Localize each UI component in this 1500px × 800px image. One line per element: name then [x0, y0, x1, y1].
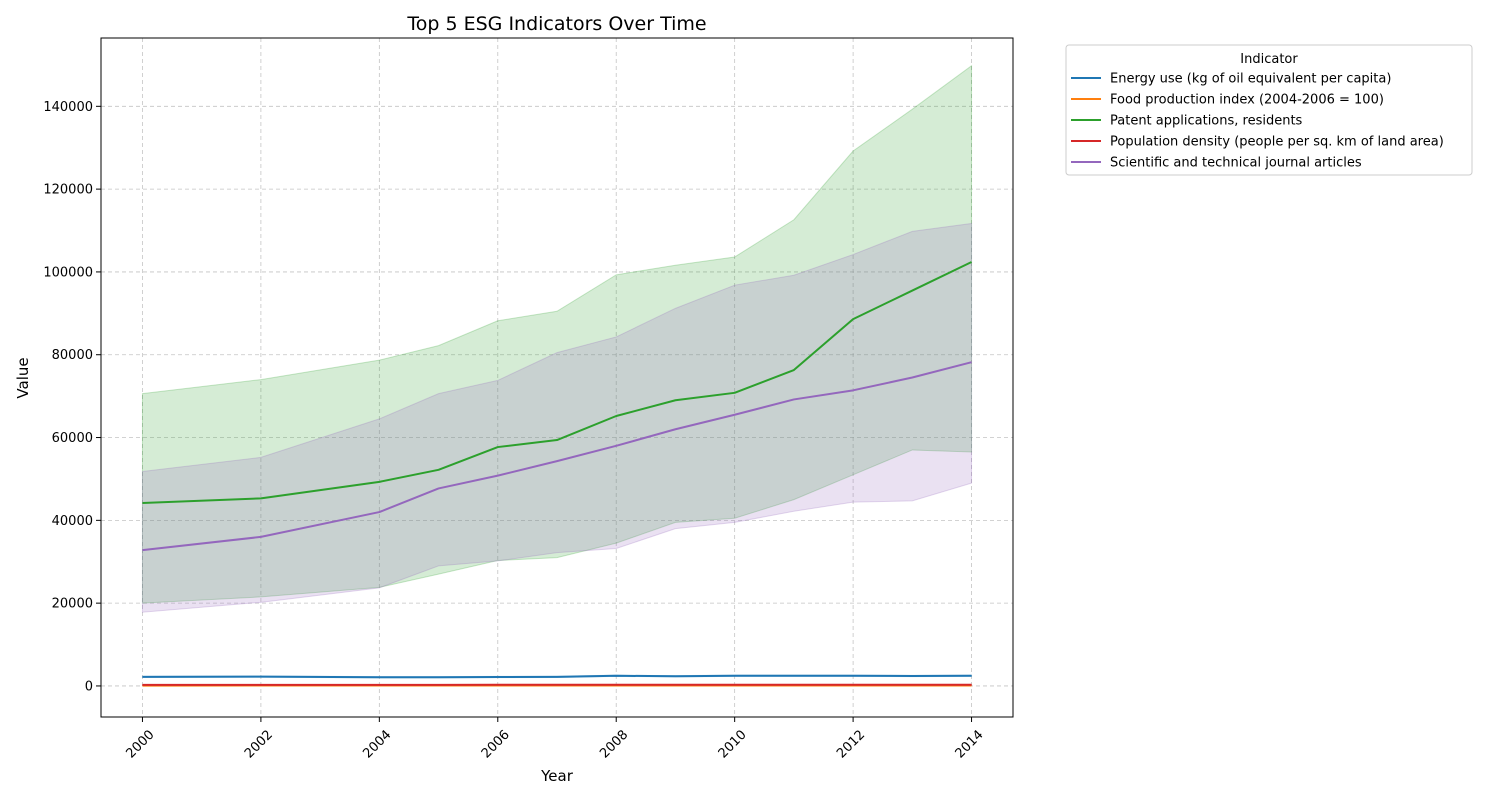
x-axis-ticks: 2000 2002 2004 2006 2008 2010 2012 2014	[123, 717, 987, 761]
series-line	[142, 361, 972, 552]
legend-label: Population density (people per sq. km of…	[1110, 135, 1444, 150]
series-lines	[142, 261, 972, 687]
legend: Indicator Energy use (kg of oil equivale…	[1065, 44, 1473, 176]
y-axis-ticks: 0 20000 40000 60000 80000 100000 120000 140000	[43, 100, 101, 694]
x-tick-label: 2010	[716, 727, 750, 761]
legend-label: Energy use (kg of oil equivalent per cap…	[1110, 72, 1391, 87]
y-tick-label: 120000	[43, 183, 93, 198]
x-tick-label: 2000	[123, 727, 157, 761]
y-axis-label: Value	[14, 357, 32, 398]
x-tick-label: 2008	[597, 727, 631, 761]
x-tick-label: 2006	[479, 727, 513, 761]
series-line	[142, 674, 972, 679]
y-tick-label: 60000	[52, 431, 93, 446]
plot-area-frame	[100, 37, 1014, 718]
y-tick-label: 20000	[52, 597, 93, 612]
legend-label: Scientific and technical journal article…	[1110, 156, 1362, 171]
x-tick-label: 2002	[242, 727, 276, 761]
chart-title: Top 5 ESG Indicators Over Time	[406, 13, 706, 35]
y-tick-label: 100000	[43, 265, 93, 280]
legend-label: Patent applications, residents	[1110, 114, 1303, 129]
legend-items: Energy use (kg of oil equivalent per cap…	[1071, 72, 1444, 171]
y-tick-label: 40000	[52, 514, 93, 529]
x-tick-label: 2014	[953, 727, 987, 761]
x-tick-label: 2012	[834, 727, 868, 761]
y-tick-label: 0	[85, 679, 93, 694]
legend-label: Food production index (2004-2006 = 100)	[1110, 93, 1384, 108]
x-tick-label: 2004	[360, 727, 394, 761]
series-line	[142, 261, 972, 504]
series-band	[141, 222, 973, 613]
legend-title: Indicator	[1240, 52, 1298, 67]
confidence-bands	[141, 64, 973, 687]
series-band	[141, 64, 973, 604]
y-tick-label: 80000	[52, 348, 93, 363]
x-axis-label: Year	[540, 767, 574, 785]
legend-box	[1065, 44, 1473, 176]
y-tick-label: 140000	[43, 100, 93, 115]
